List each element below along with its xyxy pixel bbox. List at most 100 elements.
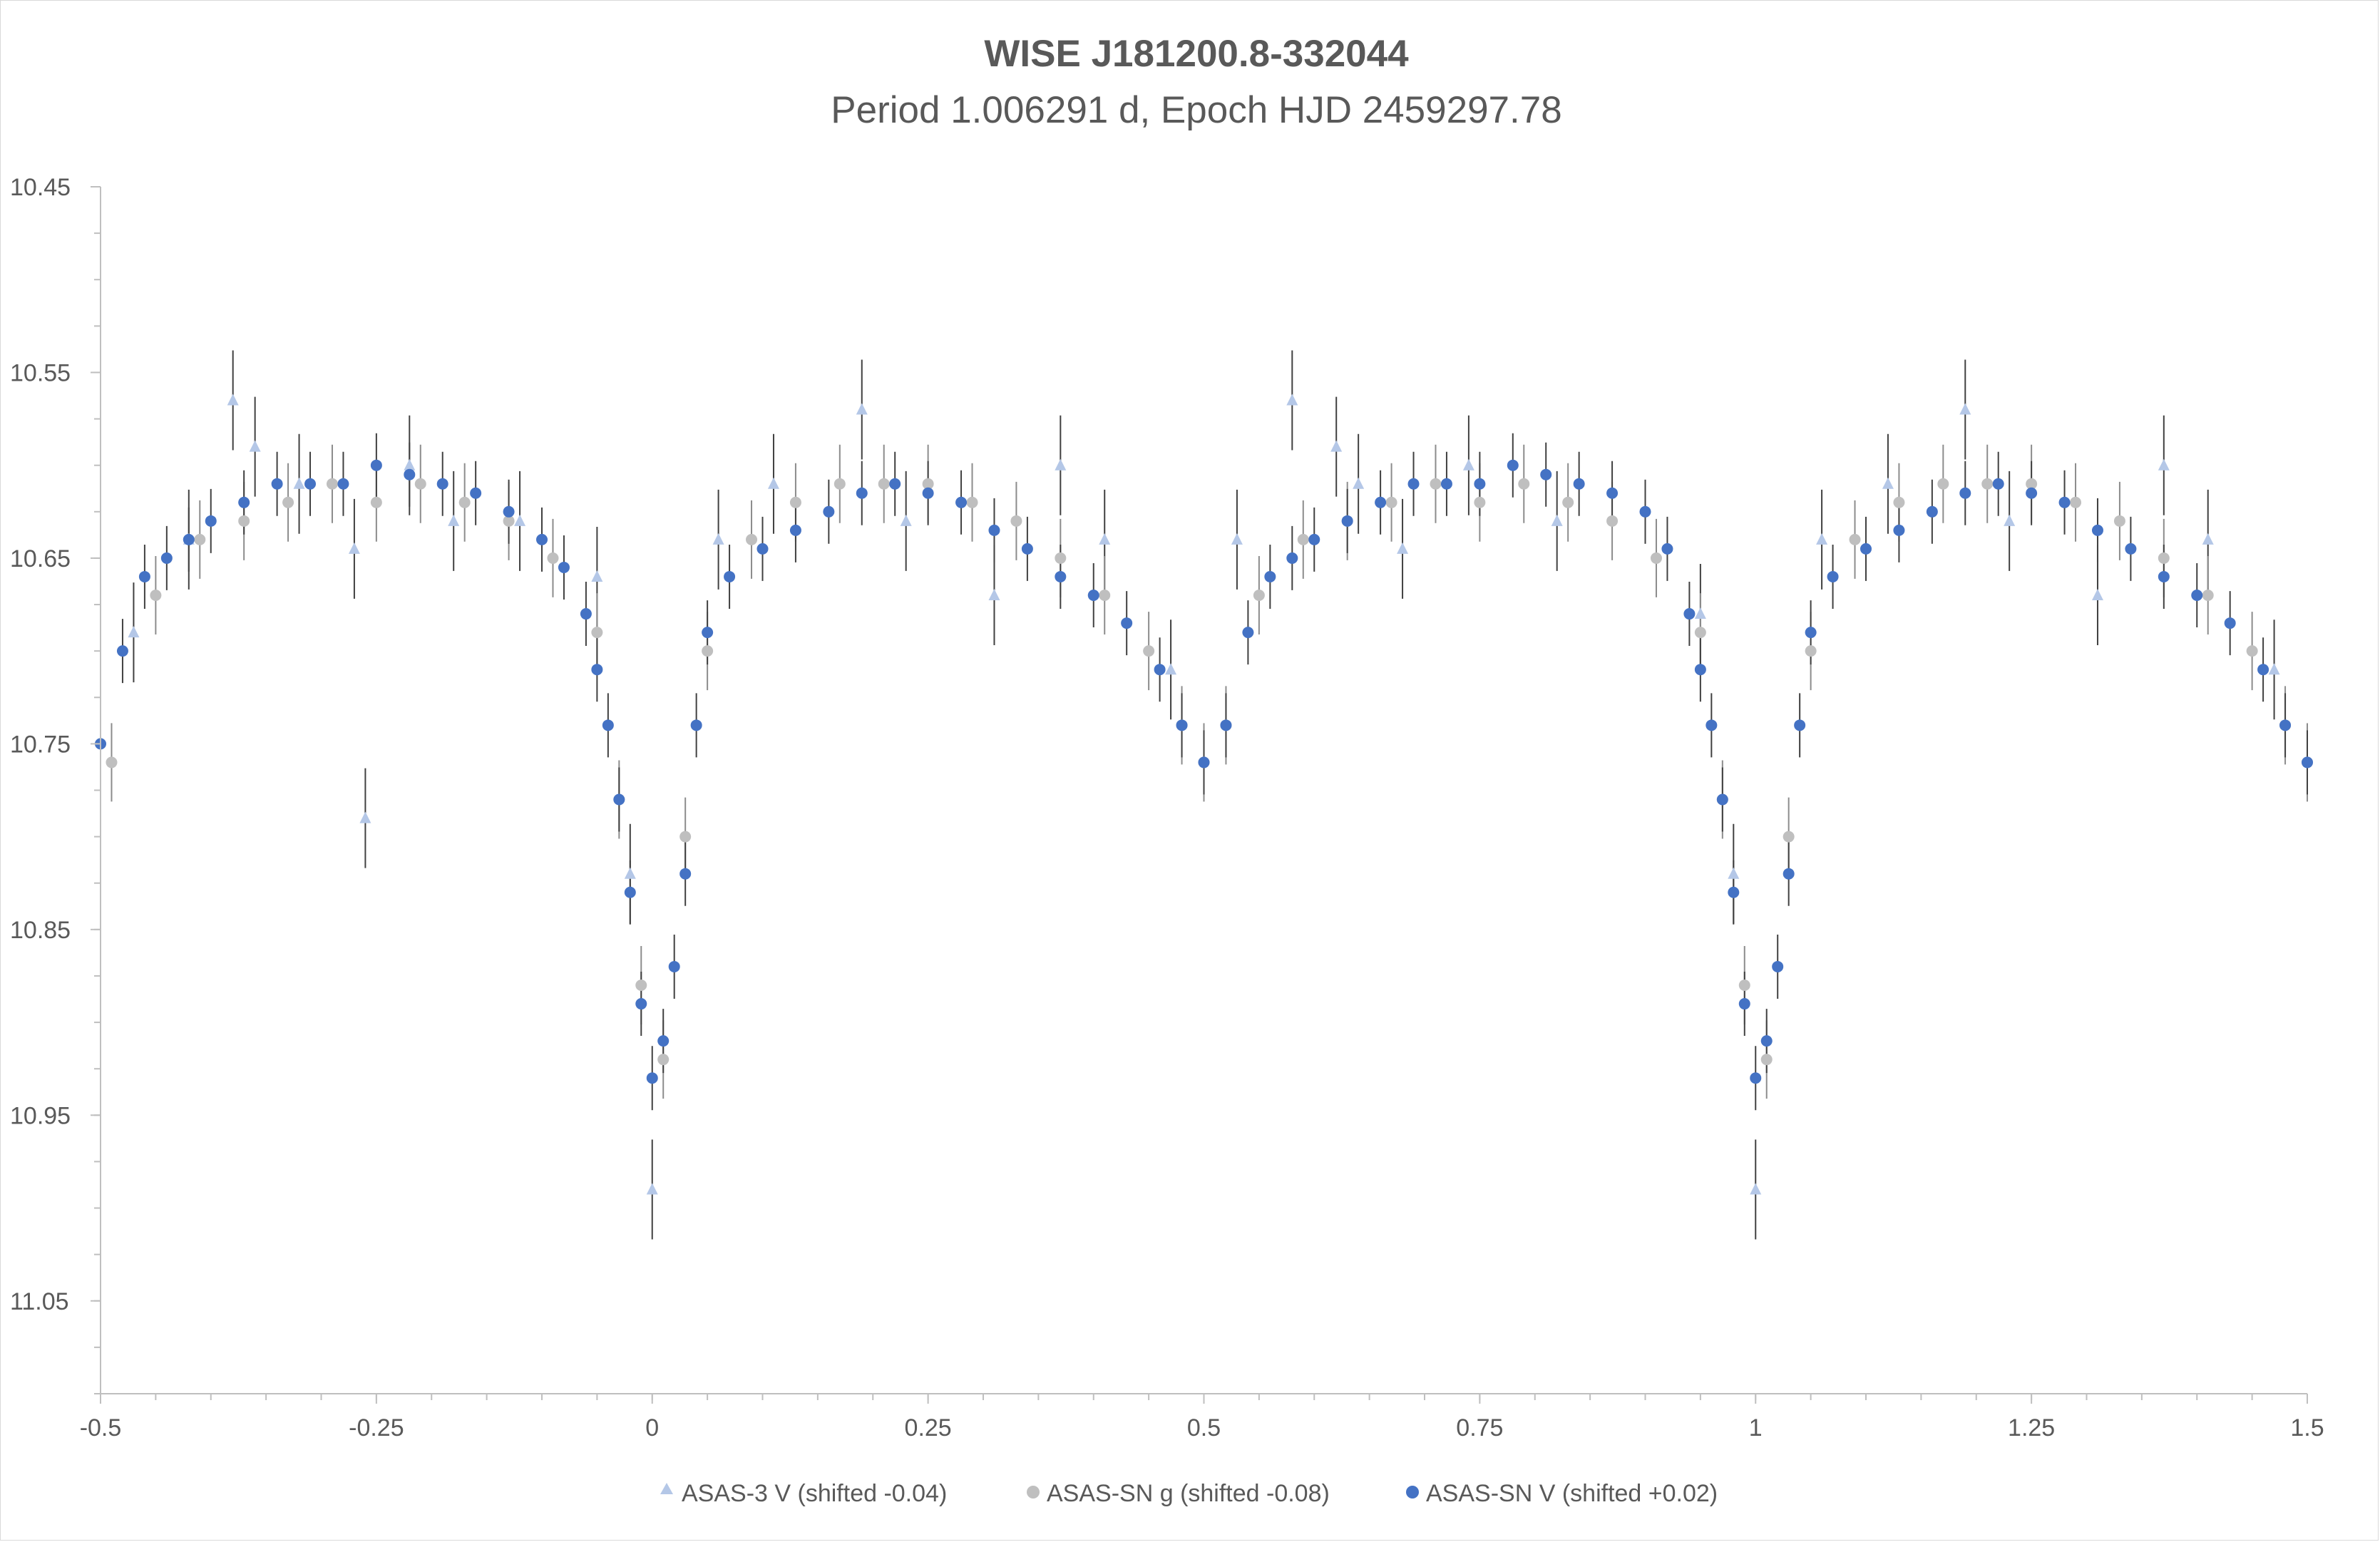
- asassn-v-point: [1176, 719, 1188, 731]
- asassn-g-point: [150, 590, 162, 602]
- plot-area: [95, 350, 2313, 1240]
- asassn-v-point: [1341, 515, 1353, 527]
- asassn-v-point: [624, 886, 636, 898]
- series-layer: [106, 478, 2313, 1066]
- asas3-point: [646, 1183, 658, 1195]
- asassn-v-point: [1926, 505, 1938, 518]
- legend-label-asas3: ASAS-3 V (shifted -0.04): [682, 1480, 947, 1507]
- asassn-v-point: [1750, 1072, 1762, 1084]
- asas3-point: [712, 533, 724, 545]
- legend-label-asassn-g: ASAS-SN g (shifted -0.08): [1047, 1480, 1330, 1507]
- asassn-v-point: [955, 496, 968, 508]
- asassn-g-point: [679, 831, 692, 843]
- asas3-point: [1286, 394, 1298, 406]
- asas3-point: [2202, 533, 2214, 545]
- asassn-v-point: [1440, 478, 1452, 490]
- asas3-point: [1099, 533, 1111, 545]
- asassn-g-point: [1694, 627, 1706, 639]
- asassn-v-point: [238, 496, 250, 508]
- asassn-g-point: [2158, 552, 2170, 564]
- asassn-g-point: [282, 496, 294, 508]
- asas3-point: [2091, 589, 2103, 601]
- asassn-v-point: [1087, 590, 1099, 602]
- asassn-g-point: [370, 496, 382, 508]
- asas3-point: [1959, 403, 1971, 415]
- asassn-v-point: [613, 793, 625, 806]
- asassn-g-point: [238, 515, 250, 527]
- asassn-g-point: [458, 496, 471, 508]
- asassn-v-point: [724, 570, 736, 582]
- asassn-v-point: [657, 1035, 670, 1047]
- asas3-point: [227, 394, 239, 406]
- asassn-g-point: [1783, 831, 1795, 843]
- asassn-v-point: [1794, 719, 1806, 731]
- asassn-v-point: [1694, 664, 1706, 676]
- x-tick-label: 1.25: [2008, 1414, 2055, 1441]
- asas3-point: [1694, 607, 1706, 620]
- asassn-v-point: [304, 478, 317, 490]
- errorbar-layer: [100, 350, 2308, 1240]
- asassn-v-point: [370, 459, 382, 471]
- asassn-v-point: [580, 608, 592, 620]
- asassn-v-point: [160, 552, 173, 564]
- y-tick-label: 10.45: [10, 174, 71, 201]
- asassn-v-point: [2302, 756, 2313, 769]
- asassn-v-point: [1992, 478, 2004, 490]
- asas3-point: [1462, 458, 1474, 471]
- asassn-g-point: [1297, 533, 1309, 545]
- asassn-v-point: [2091, 524, 2103, 536]
- asassn-v-point: [2058, 496, 2071, 508]
- asassn-v-point: [1738, 998, 1750, 1010]
- y-tick-label: 11.05: [10, 1288, 69, 1315]
- asas3-point: [1231, 533, 1243, 545]
- asassn-g-point: [1562, 496, 1574, 508]
- asassn-g-point: [1055, 552, 1067, 564]
- circle-marker-icon: [1027, 1486, 1040, 1499]
- legend-item-asassn-v[interactable]: ASAS-SN V (shifted +0.02): [1406, 1480, 1718, 1507]
- y-tick-label: 10.85: [10, 917, 71, 944]
- y-tick-label: 10.75: [10, 731, 71, 758]
- y-tick-label: 10.55: [10, 359, 71, 386]
- asassn-v-point: [1540, 468, 1552, 480]
- asassn-g-point: [1650, 552, 1662, 564]
- asassn-v-point: [1728, 886, 1740, 898]
- asassn-v-point: [271, 478, 283, 490]
- asassn-v-point: [1507, 459, 1519, 471]
- asas3-point: [293, 477, 305, 489]
- asas3-point: [856, 403, 868, 415]
- asas3-point: [359, 811, 371, 823]
- asassn-v-point: [536, 533, 548, 545]
- asassn-g-point: [833, 478, 846, 490]
- asassn-v-point: [690, 719, 702, 731]
- x-tick-label: -0.25: [349, 1414, 404, 1441]
- asassn-g-point: [2070, 496, 2082, 508]
- legend-label-asassn-v: ASAS-SN V (shifted +0.02): [1426, 1480, 1718, 1507]
- asas3-point: [2158, 458, 2170, 471]
- asassn-v-point: [2125, 543, 2137, 555]
- asassn-v-point: [1805, 627, 1817, 639]
- asassn-v-point: [1474, 478, 1486, 490]
- asassn-v-point: [1308, 533, 1320, 545]
- asassn-g-point: [702, 645, 714, 657]
- asassn-g-point: [326, 478, 338, 490]
- asassn-v-point: [2224, 617, 2236, 629]
- asassn-v-point: [1220, 719, 1232, 731]
- asas3-point: [1165, 663, 1177, 675]
- asassn-g-point: [922, 478, 934, 490]
- asassn-v-point: [1959, 487, 1971, 499]
- asassn-g-point: [635, 979, 647, 991]
- legend-item-asas3[interactable]: ASAS-3 V (shifted -0.04): [660, 1480, 947, 1507]
- asassn-v-point: [1121, 617, 1133, 629]
- legend-item-asassn-g[interactable]: ASAS-SN g (shifted -0.08): [1027, 1480, 1330, 1507]
- asassn-v-point: [823, 505, 835, 518]
- asas3-point: [1750, 1183, 1762, 1195]
- y-ticks: 10.45 10.55 10.65 10.75 10.85 10.95 11.05: [10, 174, 101, 1394]
- asas3-point: [1816, 533, 1828, 545]
- asas3-point: [128, 626, 140, 638]
- asassn-g-point: [1849, 533, 1861, 545]
- chart-title: WISE J181200.8-332044: [984, 33, 1409, 75]
- x-ticks: -0.5 -0.25 0 0.25 0.5 0.75 1 1.25 1.5: [80, 1394, 2324, 1441]
- asassn-v-point: [1242, 627, 1254, 639]
- asas3-point: [1882, 477, 1894, 489]
